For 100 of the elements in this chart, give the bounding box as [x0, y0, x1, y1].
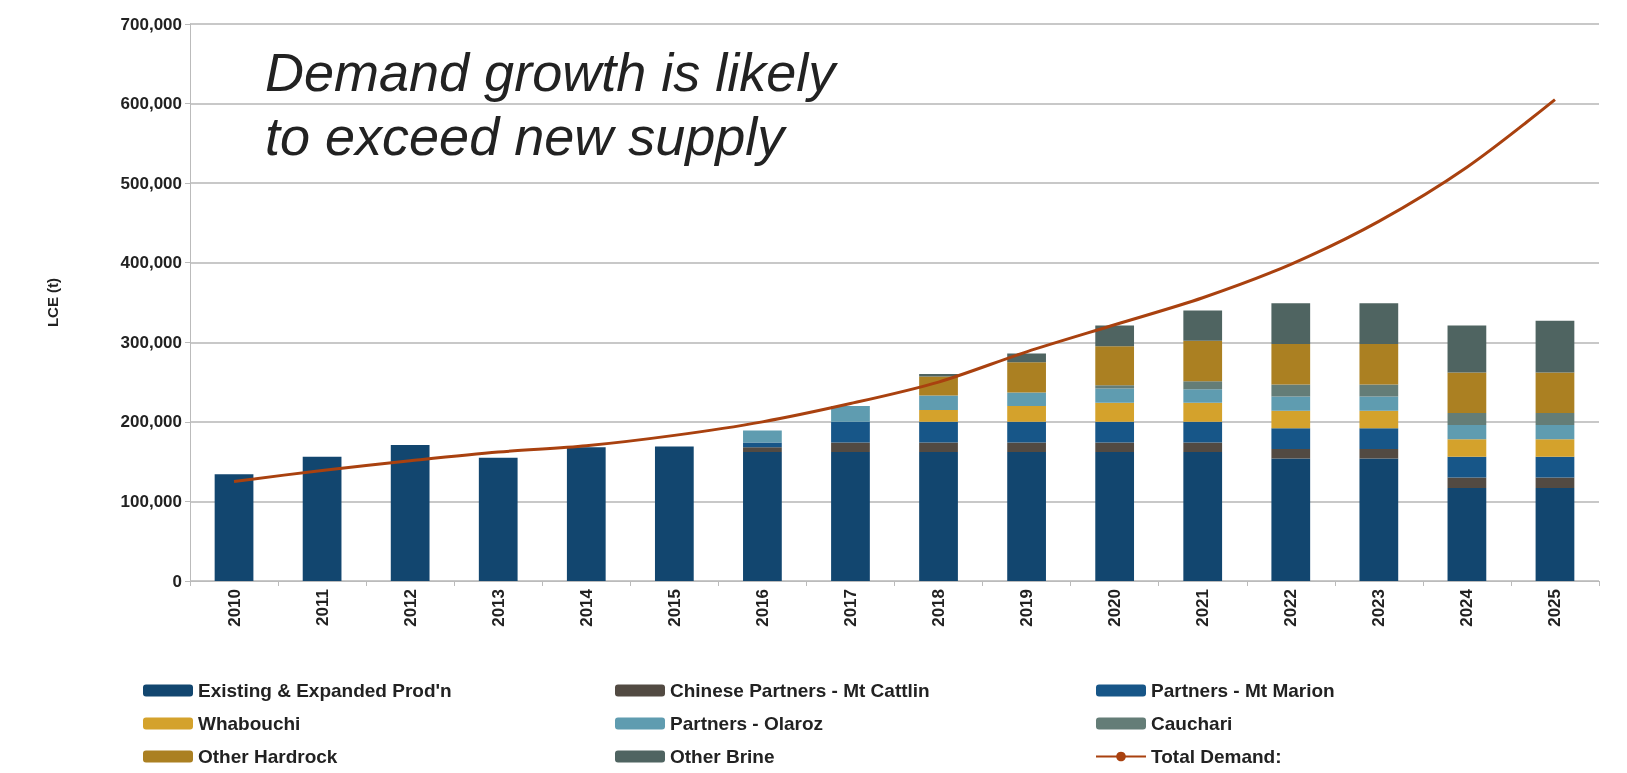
bar — [1271, 384, 1311, 397]
y-tick-label: 700,000 — [120, 14, 182, 34]
bar — [743, 430, 782, 443]
bar — [1535, 372, 1575, 414]
bar — [1271, 396, 1311, 411]
annotation: Demand growth is likely to exceed new supply — [265, 42, 839, 166]
x-tick-label: 2020 — [1105, 589, 1125, 627]
x-tick-label: 2011 — [312, 589, 332, 626]
legend-label: Partners - Olaroz — [670, 713, 824, 734]
bar — [302, 456, 342, 581]
legend-label: Other Hardrock — [198, 746, 338, 767]
bar — [1271, 458, 1311, 581]
bar — [1095, 388, 1135, 403]
bar — [1447, 372, 1487, 414]
bar — [1183, 389, 1223, 403]
bar — [1095, 421, 1135, 443]
bar — [1183, 340, 1223, 382]
bar — [1095, 385, 1135, 389]
bar — [1007, 452, 1046, 581]
bar — [919, 452, 958, 581]
bar — [1359, 303, 1399, 344]
x-tick-label: 2019 — [1017, 589, 1037, 627]
bar — [831, 421, 870, 443]
bar — [1535, 456, 1575, 478]
x-tick-label: 2025 — [1545, 589, 1565, 627]
bar — [1359, 448, 1399, 459]
x-tick-label: 2015 — [664, 589, 684, 627]
bar — [1359, 410, 1399, 429]
x-tick-label: 2022 — [1281, 589, 1301, 627]
legend-label: Other Brine — [670, 746, 775, 767]
bar — [1271, 410, 1311, 429]
bar — [831, 405, 870, 422]
x-tick-label: 2023 — [1369, 589, 1389, 627]
bar — [919, 395, 958, 410]
bar — [831, 442, 870, 453]
bar — [1447, 487, 1487, 581]
x-tick-label: 2010 — [224, 589, 244, 627]
legend-label: Partners - Mt Marion — [1151, 680, 1335, 701]
bar — [1183, 310, 1223, 341]
bar — [1007, 392, 1046, 406]
bar — [1095, 442, 1135, 453]
bar — [919, 442, 958, 453]
bar — [1359, 384, 1399, 397]
bar — [1007, 442, 1046, 453]
bar — [1095, 325, 1135, 347]
bar — [390, 444, 430, 581]
bar — [1271, 343, 1311, 385]
y-axis-title: LCE (t) — [44, 277, 61, 328]
bar — [1007, 421, 1046, 443]
bar — [1447, 325, 1487, 373]
bar — [1535, 413, 1575, 426]
x-tick-label: 2014 — [576, 588, 596, 627]
bar — [1095, 346, 1135, 386]
y-tick-label: 600,000 — [120, 94, 182, 114]
bar — [1359, 458, 1399, 581]
x-tick-label: 2012 — [400, 589, 420, 627]
y-tick-label: 400,000 — [120, 253, 182, 273]
x-tick-label: 2017 — [840, 589, 860, 627]
bar — [1535, 425, 1575, 440]
y-tick-label: 200,000 — [120, 412, 182, 432]
legend-label: Existing & Expanded Prod'n — [198, 680, 452, 701]
bar — [919, 409, 958, 422]
bar — [1095, 402, 1135, 422]
y-tick-label: 100,000 — [120, 491, 182, 511]
x-tick-label: 2018 — [929, 589, 949, 627]
bar — [1183, 381, 1223, 390]
bar — [1447, 425, 1487, 440]
legend-label: Cauchari — [1151, 713, 1233, 734]
legend-label: Chinese Partners - Mt Cattlin — [670, 680, 930, 701]
bar — [919, 421, 958, 443]
bar — [1535, 487, 1575, 581]
y-tick-label: 500,000 — [120, 173, 182, 193]
bar — [1271, 428, 1311, 449]
bar — [566, 447, 606, 581]
bar — [1183, 402, 1223, 422]
bar — [1183, 442, 1223, 453]
x-tick-label: 2024 — [1457, 588, 1477, 627]
bar — [1007, 362, 1046, 393]
legend-label: Whabouchi — [198, 713, 301, 734]
bar — [1535, 439, 1575, 457]
x-tick-label: 2013 — [488, 589, 508, 627]
bar — [1447, 477, 1487, 488]
bar — [1095, 452, 1135, 581]
bar — [1271, 303, 1311, 344]
bar — [1183, 421, 1223, 443]
bar — [654, 446, 694, 581]
bar — [1535, 477, 1575, 488]
y-tick-label: 0 — [172, 571, 182, 591]
bar — [1271, 448, 1311, 459]
bar — [1359, 428, 1399, 449]
bar — [478, 457, 518, 581]
bar — [1183, 452, 1223, 581]
bar — [214, 474, 254, 581]
bar — [1447, 456, 1487, 478]
legend-label: Total Demand: — [1151, 746, 1282, 767]
bar — [831, 452, 870, 581]
bar — [743, 447, 782, 453]
x-tick-label: 2021 — [1193, 589, 1213, 627]
bar — [1359, 343, 1399, 385]
bar — [1447, 439, 1487, 457]
